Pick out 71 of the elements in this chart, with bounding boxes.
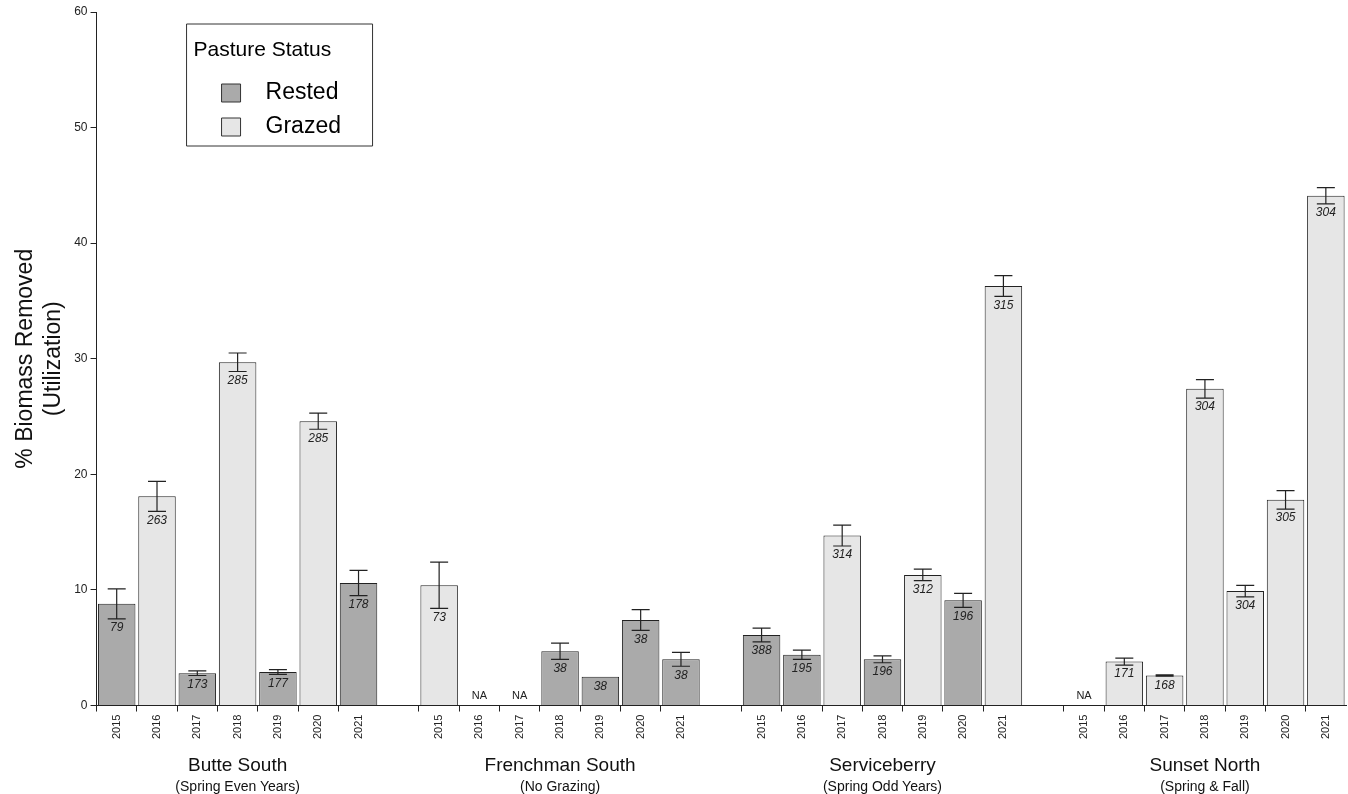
x-tick-label: 2015 [432,714,445,740]
x-tick-label: 2018 [875,714,888,740]
annotation: 388 [751,643,772,658]
x-tick-label: 2015 [1077,714,1090,740]
annotation: 263 [145,512,168,527]
x-tick-label: 2015 [754,714,767,740]
x-tick-label: 2016 [1117,714,1130,740]
x-tick-label: 2018 [553,714,566,740]
x-tick-label: 2019 [270,714,283,740]
x-tick-label: 2019 [593,714,606,740]
annotation: 304 [1315,205,1337,220]
y-tick-label: 20 [74,466,88,481]
x-tick-label: 2017 [835,714,848,740]
x-tick-label: 2019 [1238,714,1251,740]
annotation: 171 [1114,666,1135,681]
x-tick-label: 2016 [150,714,163,740]
annotation: 285 [307,430,329,445]
annotation: 173 [187,676,208,691]
text: Frenchman South (No Grazing) [484,754,636,794]
y-tick-label: 0 [80,697,88,712]
x-tick-label: 2020 [1278,714,1291,740]
annotation: 196 [872,664,893,679]
y-tick-label: 40 [74,235,88,250]
annotation: 196 [953,608,974,623]
annotation: 38 [674,667,688,682]
text: Serviceberry (Spring Odd Years) [822,754,943,794]
x-tick-label: 2020 [956,714,969,740]
annotation: 73 [432,609,447,624]
annotation: 38 [553,660,568,675]
annotation: 304 [1235,598,1256,613]
x-tick-label: 2020 [311,714,324,740]
x-tick-label: 2015 [109,714,122,740]
x-tick-label: 2017 [512,714,525,740]
x-tick-label: 2021 [674,714,686,740]
annotation: 177 [267,675,290,690]
annotation: 38 [633,631,648,646]
y-tick-label: 30 [74,351,88,366]
x-tick-label: 2021 [1318,714,1331,740]
annotation: 304 [1194,399,1216,414]
x-tick-label: 2016 [794,714,807,740]
annotation: 195 [791,660,813,675]
y-tick-label: 10 [74,582,88,597]
annotation: 38 [593,678,608,693]
x-tick-label: 2018 [1197,714,1210,740]
y-tick-label: 50 [74,119,88,134]
annotation: 315 [993,297,1014,312]
annotation: 312 [912,582,934,597]
annotation: 314 [832,547,853,562]
x-tick-label: 2021 [351,714,364,740]
text: Sunset North (Spring & Fall) [1149,754,1261,794]
x-tick-label: 2017 [190,714,203,740]
annotation: NA [471,689,488,702]
annotation: 168 [1154,677,1175,692]
x-tick-label: 2021 [996,714,1009,740]
y-tick-label: 60 [74,4,88,19]
x-tick-label: 2017 [1157,714,1170,740]
text: Butte South (Spring Even Years) [175,754,300,794]
x-tick-label: 2018 [230,714,243,740]
legend-title: Pasture Status [193,36,332,60]
annotation: 285 [226,372,248,387]
x-tick-label: 2020 [633,714,646,740]
legend-label: Grazed [265,112,341,139]
annotation: 178 [348,597,369,612]
annotation: 79 [110,620,124,635]
y-axis-title: % Biomass Removed (Utilization) [11,248,65,469]
x-tick-label: 2019 [915,714,928,740]
legend-label: Rested [265,78,339,105]
x-tick-label: 2016 [472,714,485,740]
annotation: NA [512,689,529,702]
annotation: NA [1076,689,1093,702]
annotation: 305 [1275,510,1296,525]
